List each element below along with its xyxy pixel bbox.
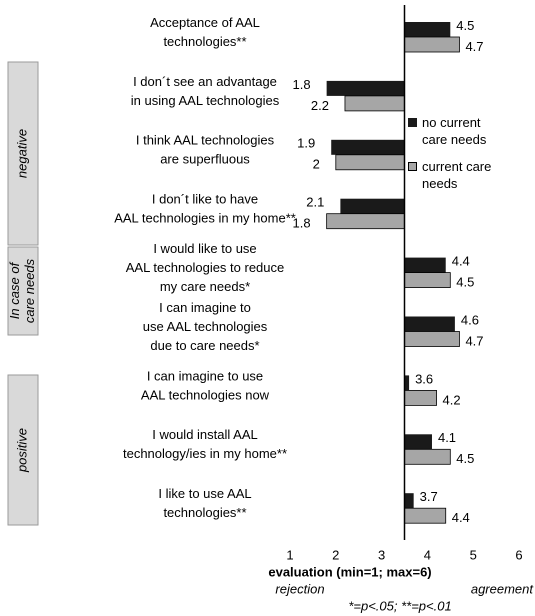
category-label: AAL technologies now [141,387,270,402]
bar [404,331,460,347]
legend-swatch [408,118,417,127]
value-label: 4.6 [461,312,479,327]
x-tick-label: 6 [515,547,522,562]
value-label: 4.5 [456,18,474,33]
bar [404,257,446,273]
category-label: technologies** [163,34,246,49]
value-label: 4.5 [456,451,474,466]
x-tick-label: 2 [332,547,339,562]
category-label: I like to use AAL [158,486,251,501]
x-tick-label: 4 [424,547,431,562]
category-label: my care needs* [160,279,250,294]
bar [335,154,405,171]
bar [404,389,437,406]
group-label: negative [14,129,29,178]
bar [404,493,414,509]
value-label: 2.2 [311,98,329,113]
group-label: In case of [7,261,22,319]
category-label: in using AAL technologies [131,93,280,108]
group-box [7,61,39,246]
category-label: technologies** [163,505,246,520]
category-label: Acceptance of AAL [150,15,260,30]
category-label: I can imagine to [159,300,251,315]
bar [404,272,451,289]
value-label: 4.5 [456,275,474,290]
category-label: I would install AAL [152,427,258,442]
note: *=p<.05; **=p<.01 [348,598,451,613]
bar [326,80,405,96]
x-right-label: agreement [471,581,535,596]
category-label: AAL technologies in my home** [114,211,296,226]
group-label: care needs [22,258,37,323]
group-label: positive [14,428,29,473]
value-label: 1.9 [297,136,315,151]
value-label: 2.1 [306,195,324,210]
bar [404,22,451,37]
bar [344,95,405,112]
bar [404,316,455,332]
category-label: I think AAL technologies [136,133,275,148]
category-label: I can imagine to use [147,368,263,383]
category-label: due to care needs* [150,338,259,353]
category-label: are superfluous [160,152,250,167]
value-label: 4.4 [452,510,470,525]
legend-item: current care needs [408,158,533,192]
legend-label: current care needs [422,159,492,191]
bar [326,213,405,230]
value-label: 4.7 [465,39,483,54]
value-label: 3.6 [415,371,433,386]
bar [404,434,432,450]
bar [404,375,410,391]
category-label: I don´t see an advantage [133,74,277,89]
bar [404,507,447,524]
bar [331,139,405,155]
bar [340,198,405,214]
legend-label: no current care needs [422,115,487,147]
x-tick-label: 1 [286,547,293,562]
category-label: use AAL technologies [143,319,268,334]
category-label: technology/ies in my home** [123,446,287,461]
category-label: I would like to use [153,241,256,256]
bar [404,36,460,53]
value-label: 4.4 [452,254,470,269]
value-label: 1.8 [293,216,311,231]
group-box [7,374,39,526]
value-label: 4.7 [465,333,483,348]
x-tick-label: 3 [378,547,385,562]
legend-item: no current care needs [408,114,533,148]
value-label: 4.2 [443,392,461,407]
value-label: 2 [313,157,320,172]
group-box [7,246,39,336]
legend: no current care needs current care needs [408,114,533,202]
x-tick-label: 5 [470,547,477,562]
category-label: AAL technologies to reduce [126,260,285,275]
value-label: 4.1 [438,430,456,445]
legend-swatch [408,162,417,171]
value-label: 3.7 [420,489,438,504]
x-left-label: rejection [275,581,324,596]
value-label: 1.8 [293,77,311,92]
category-label: I don´t like to have [152,192,258,207]
x-axis-label: evaluation (min=1; max=6) [268,564,431,579]
bar [404,448,451,465]
